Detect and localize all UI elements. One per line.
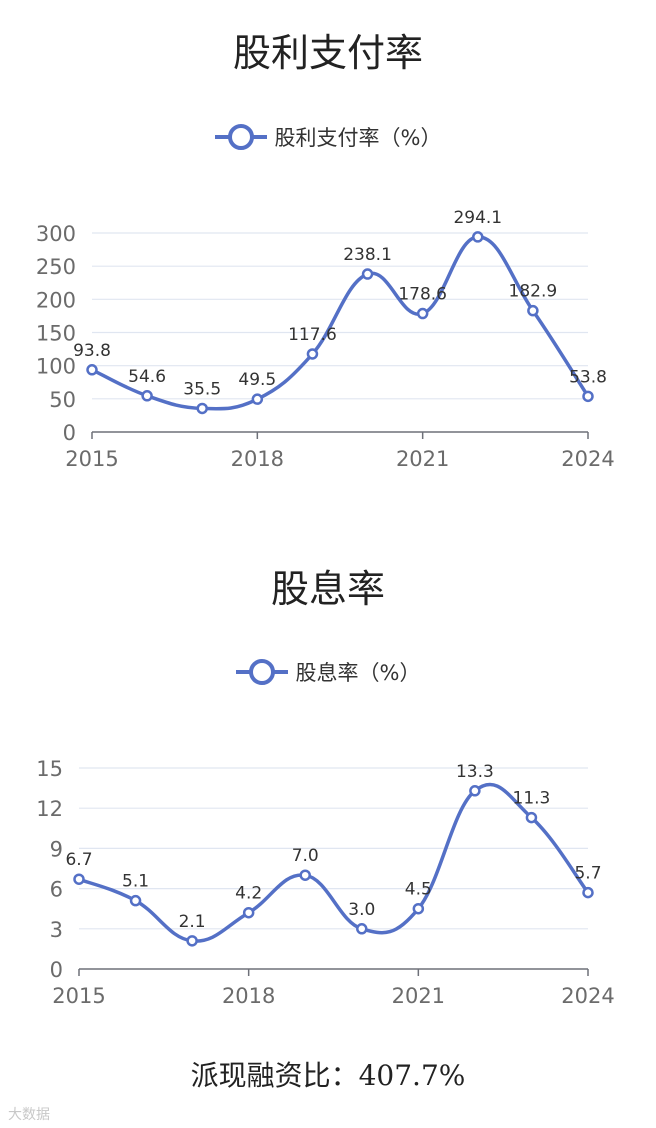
data-point[interactable] [299, 869, 311, 881]
legend-line-marker-icon [235, 659, 288, 685]
data-label: 13.3 [456, 762, 494, 782]
x-tick-label: 2021 [396, 447, 449, 471]
data-label: 178.6 [398, 285, 447, 305]
y-tick-label: 12 [36, 797, 63, 821]
data-point[interactable] [582, 886, 594, 899]
data-label: 49.5 [238, 370, 276, 390]
legend-label: 股息率（%） [295, 661, 421, 685]
data-label: 182.9 [509, 282, 558, 302]
data-point[interactable] [186, 935, 198, 947]
x-tick-label: 2024 [561, 984, 614, 1008]
y-tick-label: 9 [50, 837, 63, 861]
data-label: 4.5 [405, 880, 432, 900]
data-point[interactable] [416, 307, 429, 320]
data-label: 4.2 [235, 884, 262, 904]
dividend-yield-chart: 0 3 6 9 12 15 2015 2018 2021 2024 6.7 5.1 2.1 4.2 7.0 3… [36, 757, 614, 1008]
y-tick-label: 0 [50, 958, 63, 982]
data-point[interactable] [242, 906, 255, 919]
data-label: 93.8 [73, 341, 111, 361]
y-tick-label: 50 [49, 388, 76, 412]
cash-dividend-financing-ratio: 派现融资比：407.7% [190, 1059, 466, 1092]
y-tick-label: 250 [36, 255, 76, 279]
y-tick-label: 3 [50, 918, 63, 942]
data-label: 5.1 [122, 872, 149, 892]
y-tick-label: 6 [50, 878, 63, 902]
data-point[interactable] [129, 894, 142, 907]
data-label: 6.7 [65, 850, 92, 870]
legend-payout[interactable]: 股利支付率（%） [0, 122, 656, 152]
x-tick-label: 2024 [561, 447, 614, 471]
legend-line-marker-icon [214, 124, 267, 150]
data-label: 7.0 [292, 846, 319, 866]
data-label: 117.6 [288, 325, 337, 345]
x-tick-label: 2021 [392, 984, 445, 1008]
data-point[interactable] [582, 390, 594, 403]
data-label: 5.7 [574, 864, 601, 884]
data-point[interactable] [306, 348, 319, 360]
y-tick-label: 150 [36, 322, 76, 346]
chart-title-dividend-yield: 股息率 [270, 567, 385, 611]
data-label: 2.1 [179, 912, 206, 932]
legend-dividend-yield[interactable]: 股息率（%） [0, 657, 656, 687]
x-tick-label: 2015 [52, 984, 105, 1008]
data-point[interactable] [73, 873, 85, 885]
data-label: 294.1 [453, 208, 502, 228]
data-point[interactable] [525, 811, 538, 824]
x-tick-label: 2018 [231, 447, 284, 471]
x-tick-label: 2018 [222, 984, 275, 1008]
legend-label: 股利支付率（%） [274, 126, 442, 150]
data-point[interactable] [141, 390, 153, 402]
data-label: 54.6 [128, 367, 166, 387]
data-label: 11.3 [513, 789, 551, 809]
y-tick-label: 15 [36, 757, 63, 781]
data-point[interactable] [251, 393, 264, 405]
data-label: 53.8 [569, 367, 607, 387]
data-point[interactable] [527, 304, 539, 317]
x-tick-label: 2015 [65, 447, 118, 471]
y-tick-label: 300 [36, 222, 76, 246]
data-point[interactable] [361, 268, 374, 280]
chart-title-payout: 股利支付率 [232, 31, 423, 75]
payout-ratio-chart: 0 50 100 150 200 250 300 2015 2018 2021 2024 93.8 54… [36, 208, 615, 471]
data-label: 3.0 [348, 900, 375, 920]
data-label: 238.1 [343, 245, 392, 265]
data-point[interactable] [86, 364, 98, 376]
y-tick-label: 0 [63, 421, 76, 445]
series-line [78, 782, 590, 943]
data-point[interactable] [196, 402, 208, 415]
data-label: 35.5 [183, 379, 221, 399]
watermark: 大数据 [8, 1107, 50, 1123]
data-point[interactable] [356, 923, 368, 935]
data-point[interactable] [469, 785, 481, 797]
data-point[interactable] [472, 231, 484, 243]
y-tick-label: 200 [36, 288, 76, 312]
series-line [91, 235, 590, 411]
data-point[interactable] [412, 902, 425, 915]
y-tick-label: 100 [36, 355, 76, 379]
